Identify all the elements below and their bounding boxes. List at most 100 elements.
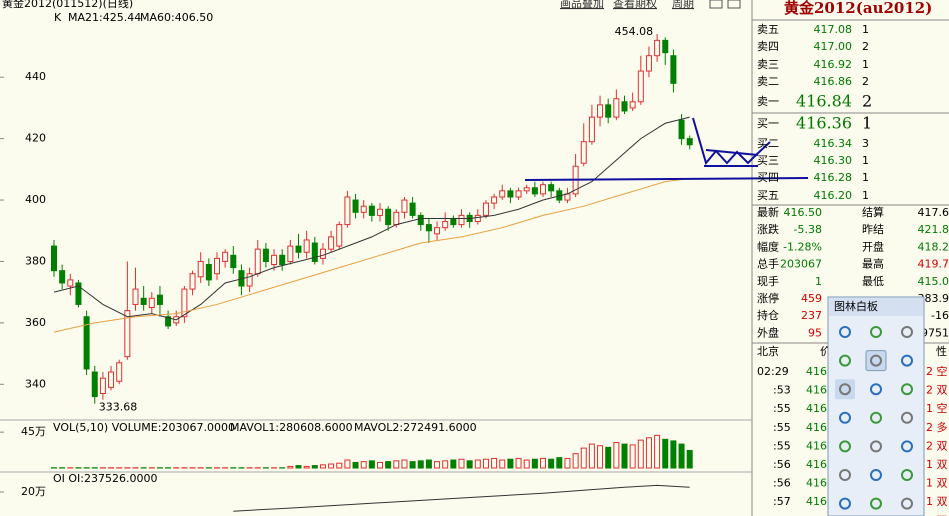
candle-body bbox=[156, 294, 163, 305]
panel-title: VOL(5,10) VOLUME:203067.0000 bbox=[53, 421, 235, 434]
toolbox-frame bbox=[827, 296, 925, 516]
tick-time: :59 bbox=[773, 514, 791, 516]
tick-time: 02:29 bbox=[757, 365, 789, 378]
candle-body bbox=[140, 297, 147, 305]
y-tick-label: 45万 bbox=[21, 425, 46, 438]
min-label: 333.68 bbox=[99, 401, 138, 414]
stat-cell: 涨停 bbox=[757, 291, 779, 305]
candle-body bbox=[368, 205, 375, 216]
candle-body bbox=[442, 221, 449, 229]
book-price: 416.92 bbox=[814, 58, 853, 71]
volume-bar bbox=[450, 459, 457, 469]
tool-button[interactable] bbox=[865, 350, 887, 372]
tool-icon bbox=[870, 354, 882, 367]
book-volume: 1 bbox=[862, 189, 869, 202]
stat-cell: 最低 bbox=[862, 275, 884, 288]
candle-body bbox=[548, 184, 555, 192]
volume-bar bbox=[442, 460, 449, 469]
volume-bar bbox=[621, 443, 628, 469]
candle-body bbox=[51, 245, 57, 272]
volume-bar bbox=[474, 459, 481, 469]
y-tick-label: 380 bbox=[25, 254, 46, 267]
volume-bar bbox=[377, 461, 383, 469]
volume-bar bbox=[328, 463, 335, 469]
legend-label: MAVOL1:280608.6000 bbox=[230, 421, 353, 434]
volume-bar bbox=[336, 462, 343, 469]
book-price: 416.86 bbox=[814, 75, 853, 88]
candle-body bbox=[336, 224, 343, 247]
legend-label: MA21:425.44 bbox=[68, 11, 141, 24]
candle-body bbox=[271, 254, 278, 266]
wedge-line bbox=[705, 149, 759, 156]
menu-button[interactable]: 周期 bbox=[672, 0, 694, 10]
candle-body bbox=[645, 55, 652, 72]
book-volume: 2 bbox=[862, 40, 869, 53]
volume-bar bbox=[303, 465, 310, 469]
stat-cell: 459 bbox=[801, 292, 822, 305]
tool-icon bbox=[870, 326, 882, 338]
volume-bar bbox=[417, 460, 424, 469]
tick-side: 1 双 bbox=[926, 495, 948, 508]
volume-bar bbox=[654, 434, 661, 469]
stat-cell: 418.2 bbox=[918, 240, 949, 253]
book-label: 买一 bbox=[757, 117, 779, 130]
candle-body bbox=[254, 248, 261, 275]
candle-body bbox=[499, 190, 506, 198]
candle-body bbox=[662, 39, 669, 54]
tool-icon bbox=[901, 440, 913, 453]
book-label: 卖五 bbox=[757, 23, 779, 36]
icon[interactable] bbox=[709, 0, 723, 9]
tick-side: 2 双 bbox=[926, 384, 948, 397]
tick-price: 416 bbox=[806, 365, 827, 378]
volume-bar bbox=[360, 461, 367, 469]
candle-body bbox=[124, 310, 131, 358]
tool-button[interactable] bbox=[835, 379, 855, 400]
candle-body bbox=[262, 248, 269, 262]
candle-body bbox=[401, 199, 408, 213]
tick-time: :56 bbox=[773, 458, 791, 471]
candle-body bbox=[629, 101, 636, 109]
volume-bar bbox=[401, 459, 408, 469]
tool-icon bbox=[839, 383, 851, 396]
stat-cell: 1 bbox=[815, 275, 822, 288]
volume-bar bbox=[523, 459, 530, 469]
icon[interactable] bbox=[727, 0, 741, 9]
book-volume: 3 bbox=[862, 137, 869, 150]
book-price: 416.34 bbox=[814, 137, 853, 150]
book-volume: 1 bbox=[862, 114, 872, 133]
candle-body bbox=[132, 288, 139, 305]
tool-icon bbox=[839, 326, 851, 338]
book-label: 卖四 bbox=[757, 40, 779, 53]
ma-line bbox=[53, 178, 690, 333]
volume-bar bbox=[686, 449, 693, 469]
stat-cell: 415.0 bbox=[918, 275, 949, 288]
volume-bar bbox=[588, 443, 595, 469]
tool-icon bbox=[901, 469, 913, 481]
book-label: 卖二 bbox=[757, 75, 779, 88]
menu-button[interactable]: 查看期权 bbox=[613, 0, 657, 10]
tool-icon bbox=[870, 440, 882, 453]
book-price: 416.20 bbox=[814, 189, 853, 202]
book-price: 416.28 bbox=[814, 171, 853, 184]
tick-price: 416 bbox=[806, 384, 827, 397]
candle-body bbox=[686, 138, 693, 146]
tick-side: 2 双 bbox=[926, 439, 948, 452]
candle-body bbox=[67, 279, 74, 287]
candle-body bbox=[148, 297, 155, 309]
candle-body bbox=[197, 260, 204, 278]
book-label: 买五 bbox=[757, 189, 779, 202]
stat-cell: 外盘 bbox=[757, 325, 779, 339]
ticks-header: 价 bbox=[820, 345, 831, 358]
book-price: 417.00 bbox=[814, 40, 853, 53]
candle-body bbox=[588, 116, 595, 143]
menu-button[interactable]: 画品叠加 bbox=[560, 0, 604, 10]
book-volume: 2 bbox=[862, 75, 869, 88]
stat-cell: 95 bbox=[808, 326, 822, 339]
volume-bar bbox=[572, 453, 579, 469]
candle-body bbox=[181, 288, 188, 318]
book-price: 416.36 bbox=[796, 114, 852, 133]
stat-cell: 结算 bbox=[862, 205, 884, 219]
ma-line bbox=[53, 116, 690, 321]
volume-bar bbox=[580, 447, 587, 469]
tick-time: :56 bbox=[773, 477, 791, 490]
